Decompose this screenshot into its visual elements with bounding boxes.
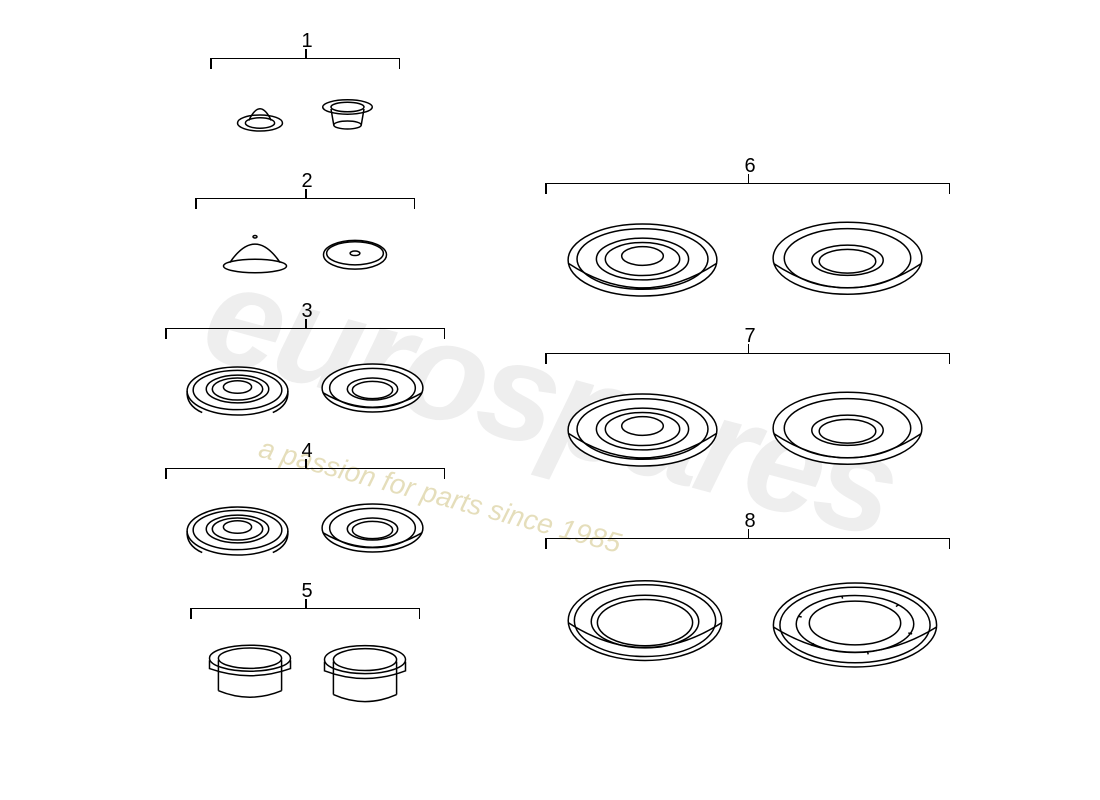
bracket-4 (165, 468, 445, 469)
part-3-1-icon (320, 358, 425, 418)
part-label-5: 5 (297, 580, 317, 603)
part-3-0-icon (185, 358, 290, 418)
bracket-8 (545, 538, 950, 539)
part-4-0-icon (185, 498, 290, 558)
part-label-1: 1 (297, 30, 317, 53)
bracket-5 (190, 608, 420, 609)
bracket-7 (545, 353, 950, 354)
part-label-7: 7 (740, 325, 760, 348)
part-7-0-icon (565, 385, 720, 475)
part-2-1-icon (320, 230, 390, 275)
bracket-1 (210, 58, 400, 59)
part-5-0-icon (205, 640, 295, 705)
bracket-2 (195, 198, 415, 199)
part-label-4: 4 (297, 440, 317, 463)
bracket-3 (165, 328, 445, 329)
part-1-0-icon (235, 95, 285, 135)
part-5-1-icon (320, 640, 410, 710)
part-7-1-icon (770, 385, 925, 475)
part-2-0-icon (220, 230, 290, 275)
parts-diagram: 1 2 3 4 5 6 7 8 (0, 0, 1100, 800)
part-4-1-icon (320, 498, 425, 558)
part-8-1-icon (770, 575, 940, 675)
part-label-6: 6 (740, 155, 760, 178)
part-1-1-icon (320, 95, 375, 135)
part-8-0-icon (565, 575, 725, 670)
part-6-0-icon (565, 215, 720, 305)
part-label-8: 8 (740, 510, 760, 533)
part-label-2: 2 (297, 170, 317, 193)
bracket-6 (545, 183, 950, 184)
part-6-1-icon (770, 215, 925, 305)
part-label-3: 3 (297, 300, 317, 323)
